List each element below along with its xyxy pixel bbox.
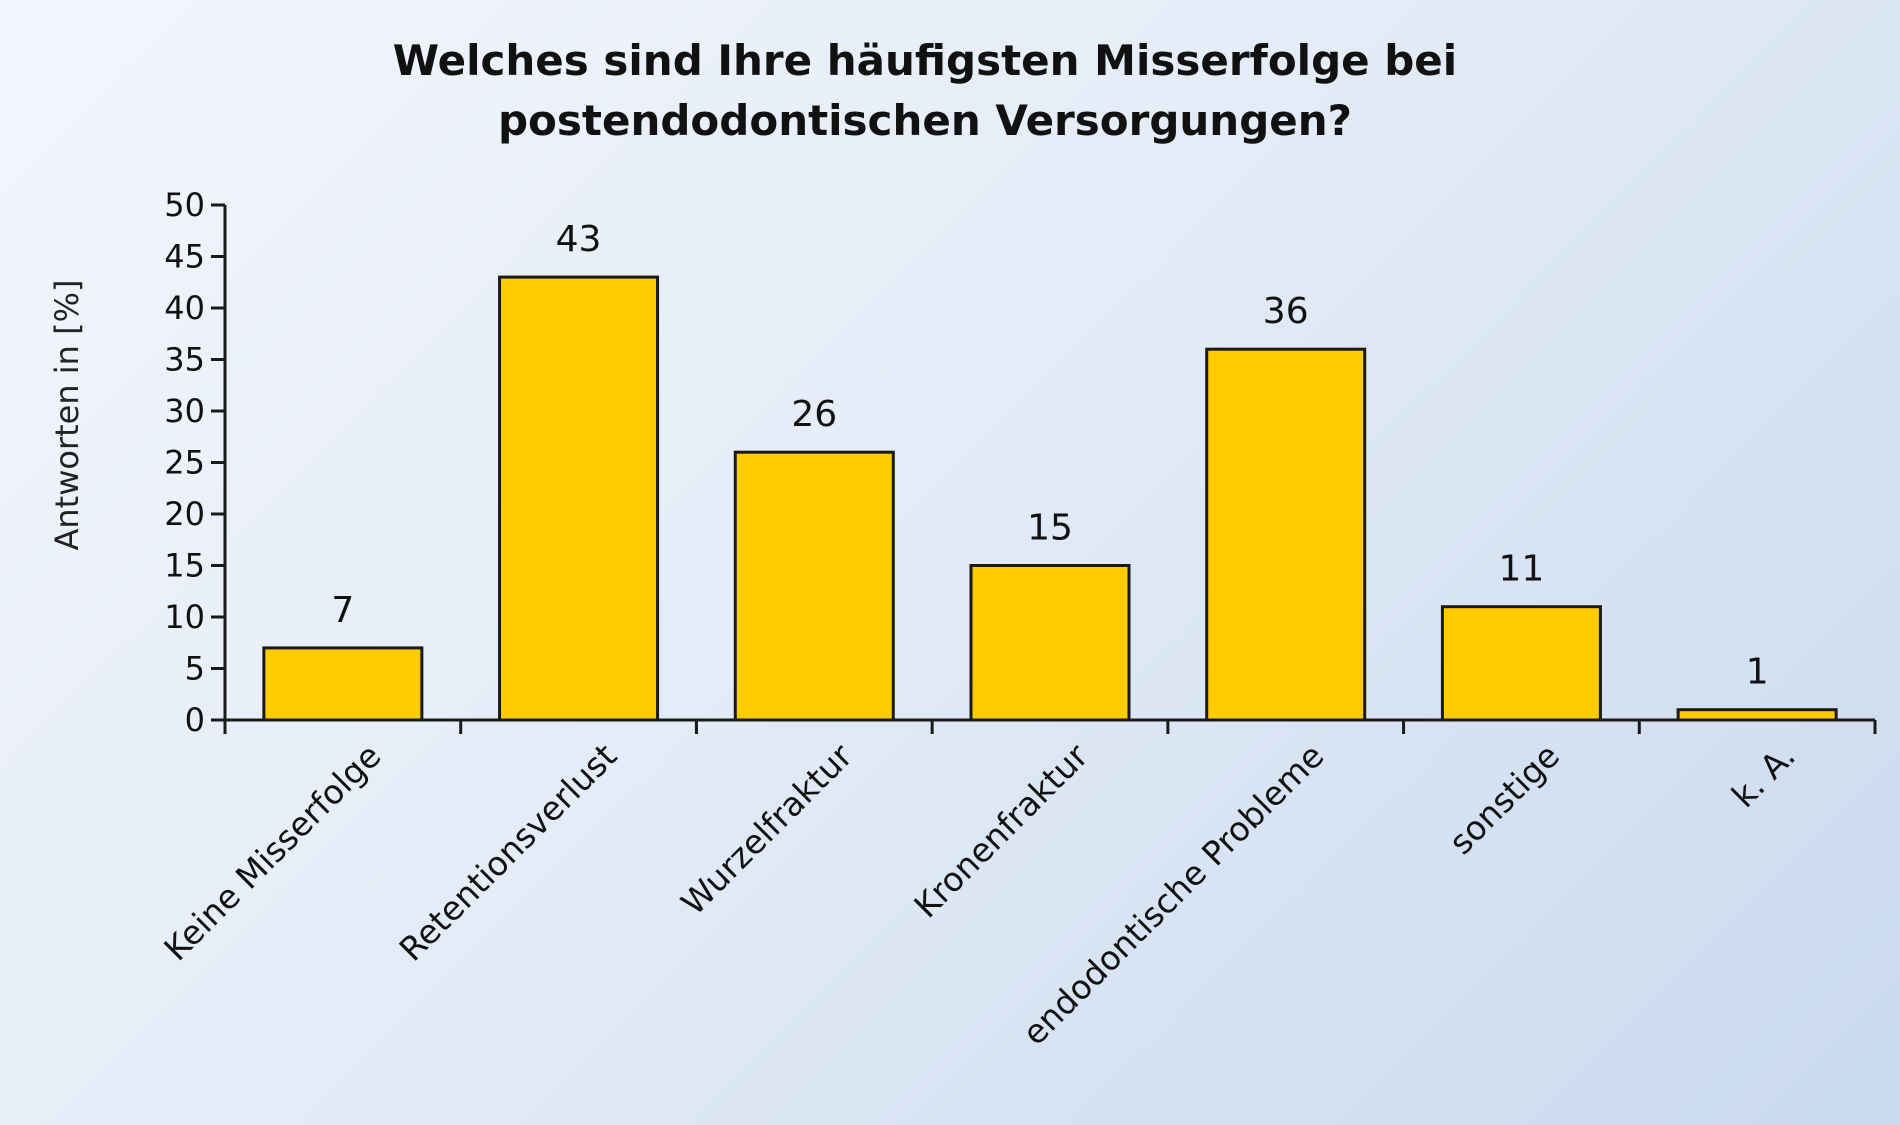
bar (1205, 347, 1367, 722)
bar (1676, 708, 1838, 722)
y-tick-label: 40 (164, 289, 205, 327)
y-tick-label: 0 (185, 701, 205, 739)
value-label: 7 (331, 590, 354, 631)
y-tick-label: 20 (164, 495, 205, 533)
y-tick-label: 35 (164, 341, 205, 379)
y-tick-label: 15 (164, 547, 205, 585)
value-label: 11 (1499, 549, 1545, 590)
category-label: sonstige (1441, 736, 1567, 862)
bar (262, 646, 424, 722)
bar (498, 275, 660, 722)
y-tick-label: 25 (164, 444, 205, 482)
value-label: 1 (1746, 652, 1769, 693)
category-label: k. A. (1724, 736, 1803, 815)
bars (262, 275, 1838, 722)
value-label: 43 (556, 219, 602, 260)
category-label: Wurzelfraktur (673, 736, 860, 923)
y-tick-label: 45 (164, 238, 205, 276)
bar (969, 564, 1131, 722)
value-label: 15 (1027, 508, 1073, 549)
bar (733, 450, 895, 722)
y-tick-label: 5 (185, 650, 205, 688)
bar (1440, 605, 1602, 722)
chart-title-line-1: Welches sind Ihre häufigsten Misserfolge… (393, 36, 1457, 85)
y-tick-label: 50 (164, 186, 205, 224)
category-label: Keine Misserfolge (156, 736, 388, 968)
value-label: 36 (1263, 291, 1309, 332)
y-tick-label: 10 (164, 598, 205, 636)
value-label: 26 (791, 394, 837, 435)
category-label: Retentionsverlust (392, 736, 625, 969)
y-axis-title: Antworten in [%] (48, 279, 86, 550)
chart-title-line-2: postendodontischen Versorgungen? (498, 96, 1352, 145)
y-tick-label: 30 (164, 392, 205, 430)
category-label: Kronenfraktur (906, 736, 1096, 926)
